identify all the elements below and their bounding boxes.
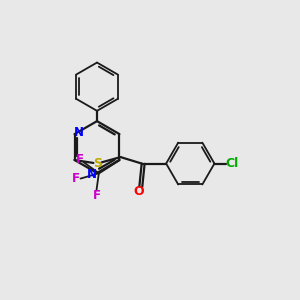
Text: F: F bbox=[72, 172, 80, 185]
Text: F: F bbox=[93, 189, 101, 202]
Text: S: S bbox=[93, 157, 102, 170]
Text: O: O bbox=[134, 185, 144, 198]
Text: N: N bbox=[87, 168, 97, 181]
Text: F: F bbox=[75, 153, 83, 166]
Text: Cl: Cl bbox=[226, 157, 239, 170]
Text: N: N bbox=[74, 126, 84, 140]
